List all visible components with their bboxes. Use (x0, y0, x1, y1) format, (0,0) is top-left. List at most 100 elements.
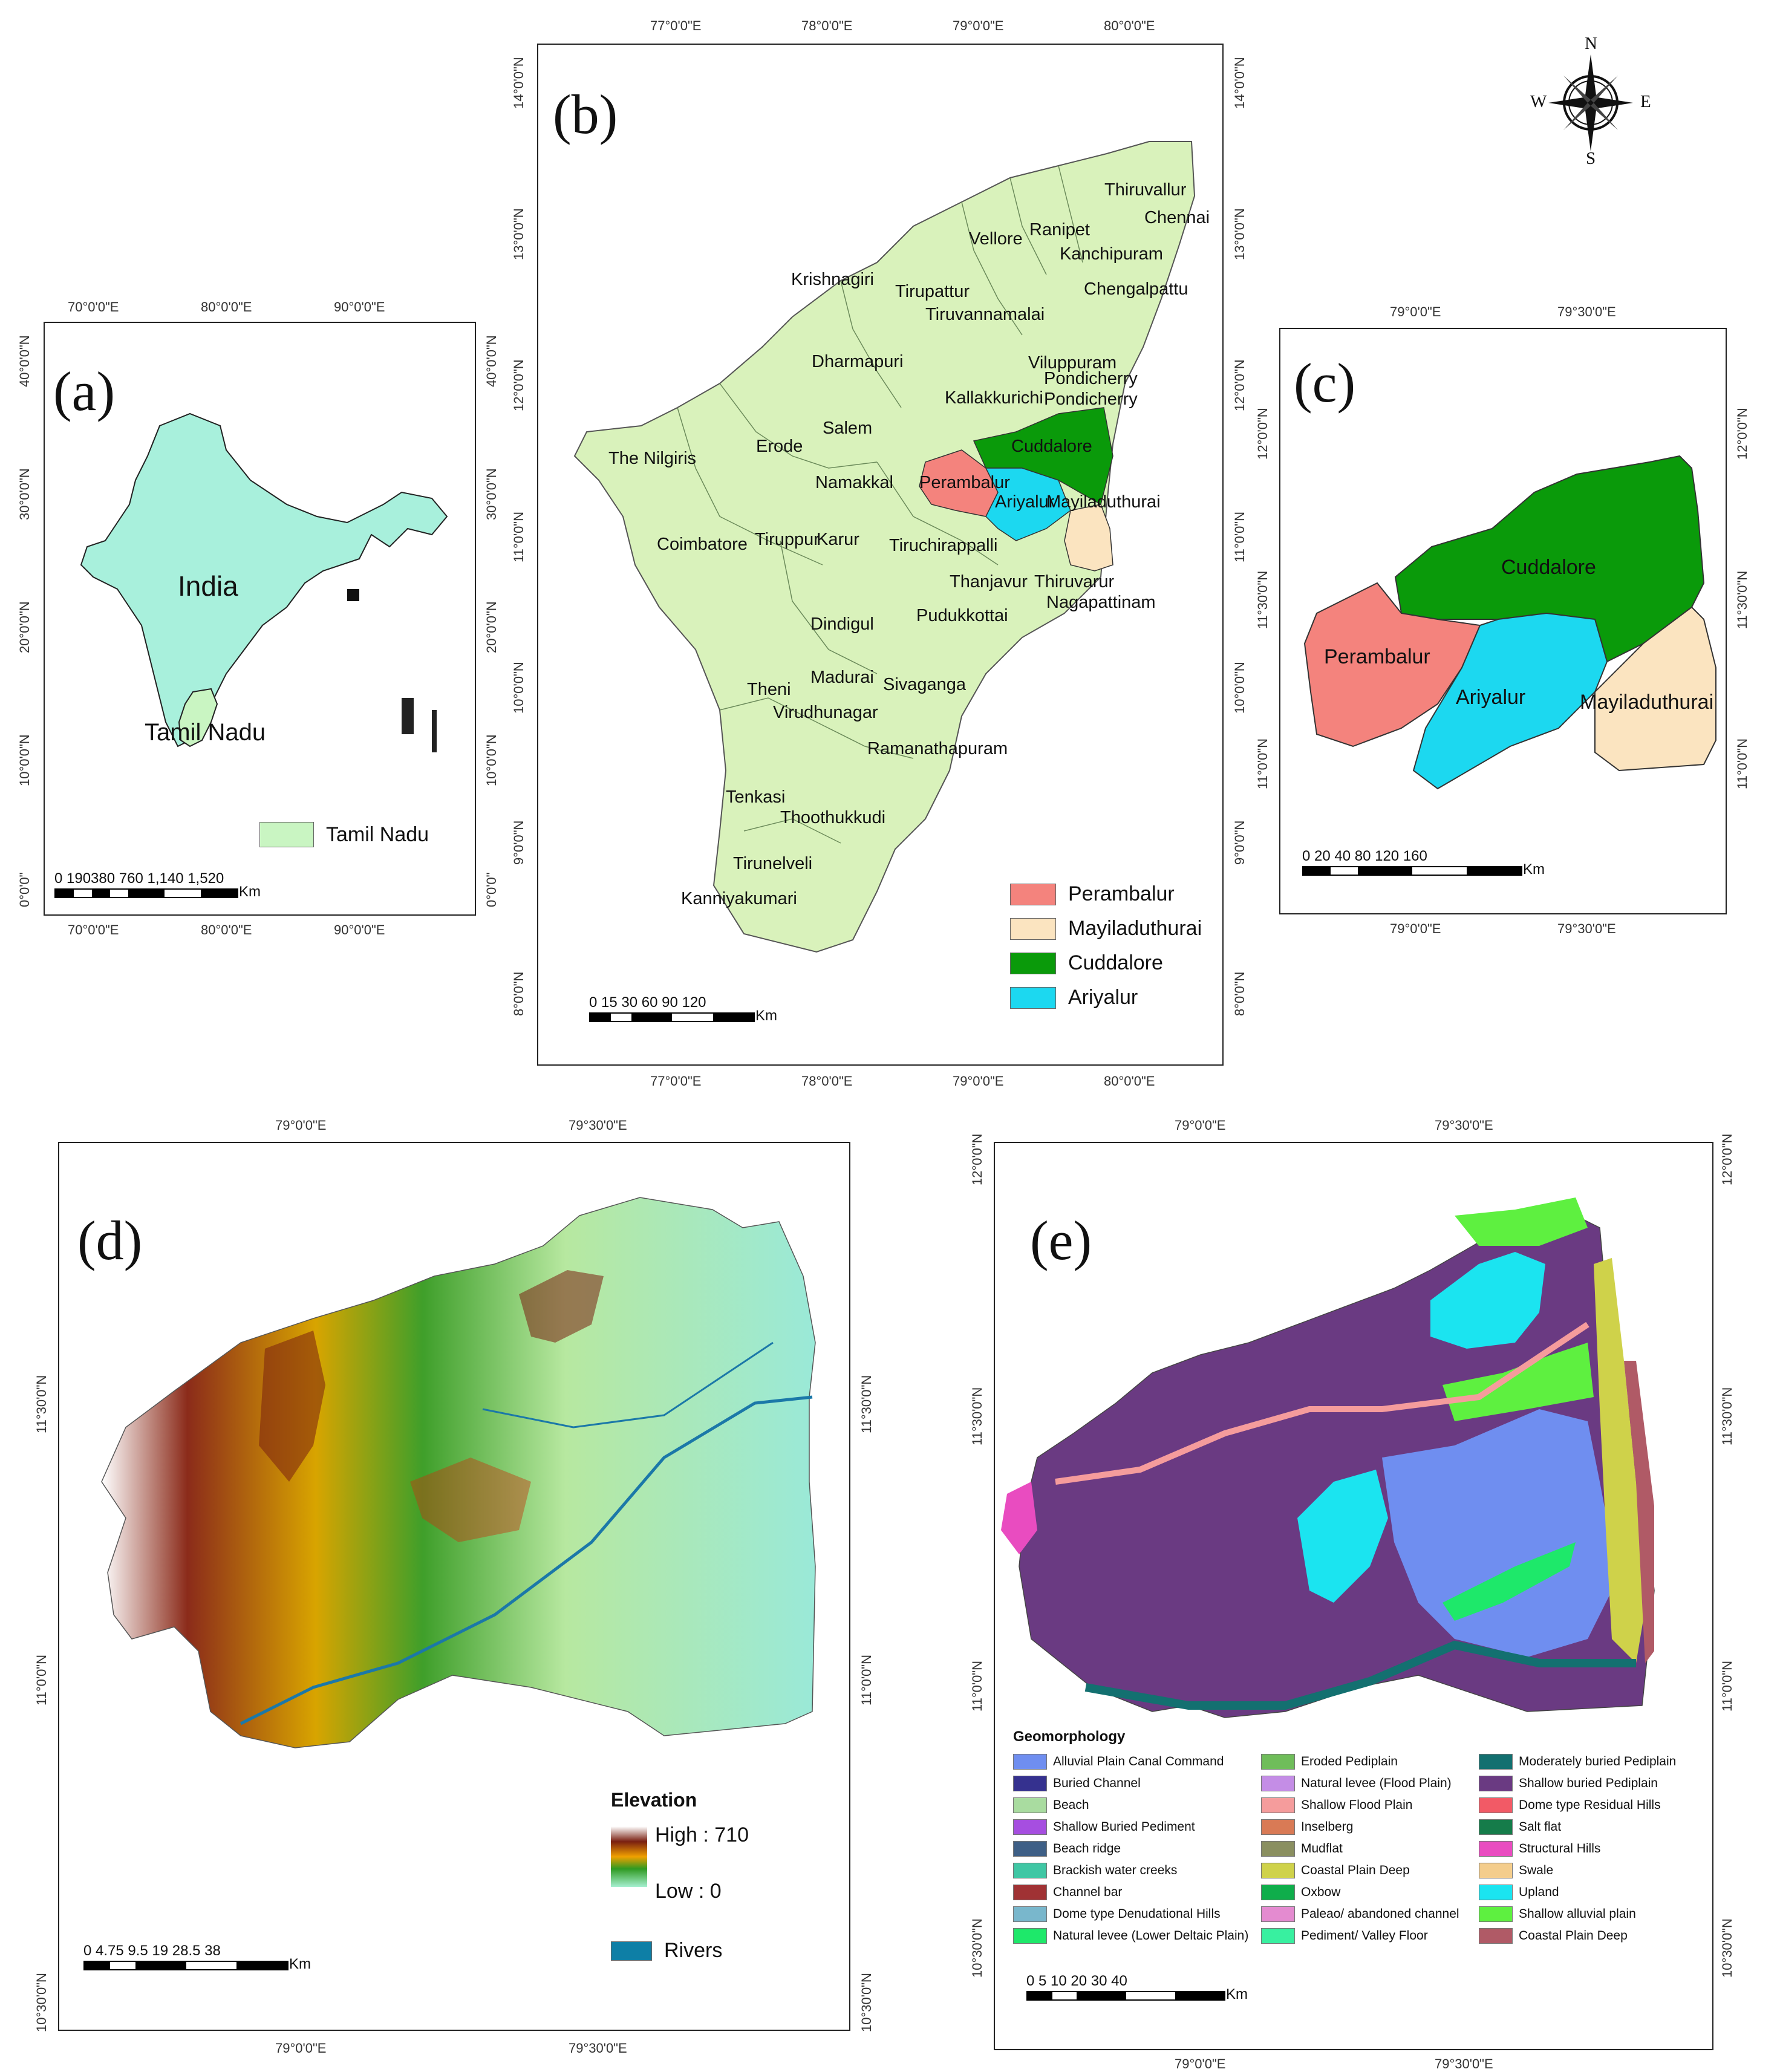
panel-d-frame: (d) Elevation (58, 1142, 850, 2031)
coord-label: 40°0'0"N (484, 335, 499, 387)
legend-label: Structural Hills (1519, 1842, 1601, 1855)
panel-b-legend: Perambalur Mayiladuthurai Cuddalore Ariy… (1010, 882, 1202, 1009)
coord-label: 79°0'0"E (1175, 1118, 1226, 1133)
coord-label: 77°0'0"E (650, 18, 702, 33)
panel-c-frame: (c) Cuddalore Perambalur Ariyalur Mayila… (1279, 328, 1727, 914)
coord-label: 10°0'0"N (17, 734, 32, 786)
north-arrow-compass: N S W E (1530, 34, 1651, 169)
compass-n: N (1585, 34, 1597, 53)
geomorphology-legend-item: Channel bar (1013, 1885, 1122, 1900)
legend-swatch (1013, 1928, 1047, 1944)
district-label: Krishnagiri (791, 270, 874, 289)
coord-label: 79°0'0"E (1390, 921, 1441, 936)
legend-swatch (1013, 1885, 1047, 1900)
coord-label: 14°0'0"N (511, 57, 526, 109)
structural-hills (1001, 1482, 1037, 1554)
district-label: Thoothukkudi (780, 808, 886, 827)
coord-label: 11°30'0"N (1255, 570, 1270, 629)
district-label: Chennai (1144, 208, 1210, 227)
perambalur-region (1303, 582, 1481, 748)
legend-label: Brackish water creeks (1053, 1863, 1178, 1877)
scale-numbers: 0 15 30 60 90 120 (589, 994, 706, 1011)
coord-label: 11°30'0"N (1735, 570, 1750, 629)
panel-e-scalebar: 0 5 10 20 30 40 Km (1026, 1973, 1280, 2015)
panel-a-legend: Tamil Nadu (259, 822, 429, 847)
moderately-buried-pediplain-rim (1084, 1640, 1636, 1710)
legend-swatch (1013, 1863, 1047, 1878)
rivers-legend: Rivers (611, 1939, 722, 1963)
geomorphology-legend-item: Salt flat (1479, 1819, 1561, 1835)
coord-label: 11°0'0"N (1232, 511, 1247, 562)
geomorphology-map (1001, 1197, 1655, 1718)
district-label: Chengalpattu (1084, 279, 1188, 299)
scale-unit: Km (239, 884, 261, 900)
district-label: Ramanathapuram (867, 739, 1008, 758)
panel-d-label: (d) (77, 1210, 143, 1271)
scale-numbers: 0 5 10 20 30 40 (1026, 1973, 1127, 1989)
legend-label: Salt flat (1519, 1820, 1562, 1834)
geomorphology-legend-item: Pediment/ Valley Floor (1261, 1928, 1428, 1944)
coord-label: 10°30'0"N (1720, 1918, 1735, 1978)
geomorphology-legend-title: Geomorphology (1013, 1728, 1126, 1745)
district-label: Coimbatore (657, 535, 748, 554)
legend-label: Shallow buried Pediplain (1519, 1776, 1658, 1790)
district-label: Dindigul (810, 614, 874, 634)
coord-label: 8°0'0"N (1232, 971, 1247, 1016)
district-label: Salem (823, 419, 873, 438)
district-label: Tiruvannamalai (925, 305, 1045, 324)
legend-swatch (1013, 1797, 1047, 1813)
legend-label: Pediment/ Valley Floor (1301, 1929, 1428, 1943)
coord-label: 11°0'0"N (970, 1660, 985, 1712)
coord-label: 12°0'0"N (970, 1133, 985, 1185)
legend-label: Mudflat (1301, 1842, 1343, 1855)
legend-label: Shallow Flood Plain (1301, 1798, 1413, 1812)
legend-swatch (1261, 1928, 1295, 1944)
coord-label: 10°0'0"N (484, 734, 499, 786)
geomorphology-legend-item: Oxbow (1261, 1885, 1340, 1900)
mid-ridge (410, 1458, 531, 1542)
coord-label: 0°0'0" (484, 872, 499, 907)
legend-label: Eroded Pediplain (1301, 1754, 1398, 1768)
district-label: Pondicherry (1044, 389, 1138, 409)
panel-b-label: (b) (553, 83, 618, 145)
legend-swatch (1479, 1841, 1513, 1857)
coord-label: 12°0'0"N (511, 359, 526, 411)
geomorphology-legend-item: Swale (1479, 1863, 1553, 1878)
geomorphology-legend-item: Beach ridge (1013, 1841, 1121, 1857)
district-label: Sivaganga (883, 675, 967, 694)
geomorphology-legend-item: Beach (1013, 1797, 1089, 1813)
coord-label: 79°0'0"E (275, 1118, 327, 1133)
geomorphology-legend-item: Paleao/ abandoned channel (1261, 1906, 1459, 1922)
district-label: Thanjavur (950, 572, 1028, 591)
panel-e-frame: (e) Geomorphology Alluvial Plain Canal C… (994, 1142, 1713, 2050)
district-label: Nagapattinam (1046, 593, 1156, 612)
coord-label: 80°0'0"E (201, 299, 252, 314)
legend-swatch (1261, 1754, 1295, 1770)
compass-w: W (1530, 92, 1547, 111)
geomorphology-legend-item: Natural levee (Lower Deltaic Plain) (1013, 1928, 1248, 1944)
legend-swatch (1013, 1841, 1047, 1857)
geomorphology-legend-item: Buried Channel (1013, 1776, 1141, 1791)
coord-label: 11°30'0"N (34, 1375, 49, 1433)
legend-label: Channel bar (1053, 1885, 1123, 1899)
coord-label: 79°30'0"E (1557, 921, 1616, 936)
district-label: Thiruvallur (1104, 180, 1187, 200)
scale-numbers: 0 4.75 9.5 19 28.5 38 (83, 1943, 221, 1959)
legend-label: Ariyalur (1068, 986, 1138, 1009)
legend-swatch (1013, 1754, 1047, 1770)
coord-label: 80°0'0"E (201, 922, 252, 937)
panel-a-frame: (a) India Tamil Nadu Tamil Nadu 0 190380… (44, 322, 476, 916)
legend-swatch (1479, 1797, 1513, 1813)
legend-swatch (1013, 1776, 1047, 1791)
legend-label: Coastal Plain Deep (1519, 1929, 1628, 1943)
coord-label: 10°30'0"N (859, 1973, 874, 2032)
coord-label: 11°30'0"N (970, 1387, 985, 1445)
district-label: Kanniyakumari (681, 889, 797, 908)
legend-label: Paleao/ abandoned channel (1301, 1907, 1459, 1921)
district-label: Ariyalur (995, 492, 1055, 512)
coord-label: 11°0'0"N (1735, 738, 1750, 789)
district-label: Tirunelveli (733, 854, 813, 873)
mayiladuthurai-region (1064, 504, 1113, 572)
legend-swatch (1013, 1906, 1047, 1922)
geomorphology-legend-item: Natural levee (Flood Plain) (1261, 1776, 1452, 1791)
